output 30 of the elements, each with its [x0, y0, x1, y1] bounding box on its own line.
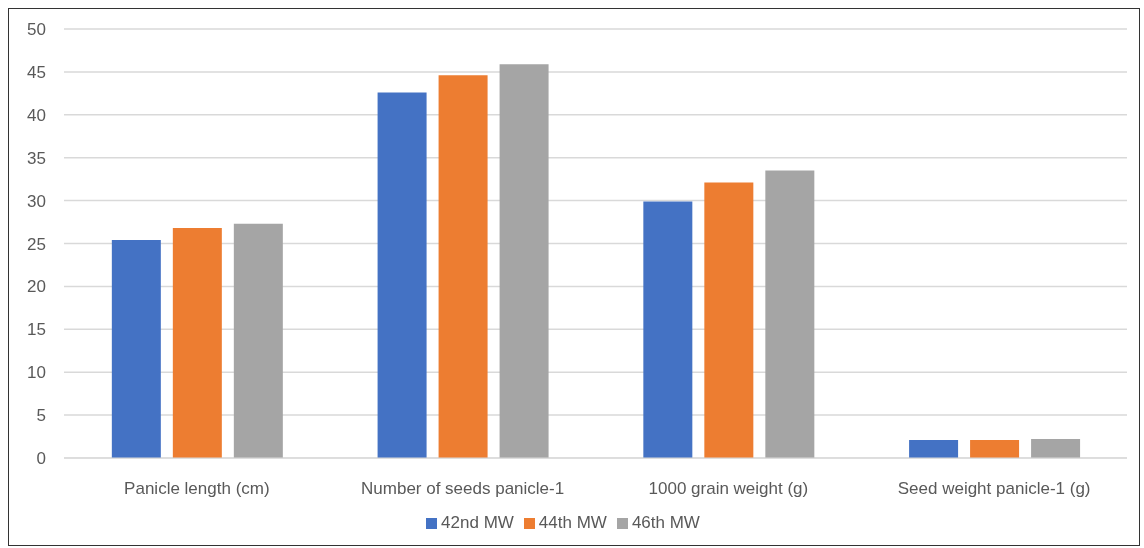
legend-label: 46th MW [631, 513, 700, 532]
x-tick-label: Number of seeds panicle-1 [361, 479, 565, 499]
x-tick-label: 1000 grain weight (g) [648, 479, 809, 499]
y-tick-label: 25 [27, 234, 46, 254]
bar [909, 439, 959, 458]
y-tick-label: 20 [27, 277, 46, 297]
bar [172, 228, 222, 458]
y-tick-label: 30 [27, 191, 46, 211]
bar [499, 64, 549, 458]
bar [438, 75, 488, 458]
y-tick-label: 35 [27, 148, 46, 168]
x-tick-label: Seed weight panicle-1 (g) [897, 479, 1091, 499]
bar [377, 92, 427, 458]
bar [1031, 439, 1081, 458]
y-tick-label: 0 [36, 449, 46, 469]
bar [111, 240, 161, 458]
y-tick-label: 45 [27, 62, 46, 82]
bar [704, 182, 754, 458]
y-tick-label: 5 [36, 406, 46, 426]
legend-label: 42nd MW [441, 513, 514, 532]
bar [233, 223, 283, 458]
legend-label: 44th MW [538, 513, 607, 532]
y-tick-label: 50 [27, 20, 46, 40]
bar [765, 170, 815, 458]
x-tick-label: Panicle length (cm) [124, 479, 270, 499]
bar [970, 439, 1020, 458]
y-tick-label: 10 [27, 363, 46, 383]
bar [643, 201, 693, 458]
y-tick-label: 15 [27, 320, 46, 340]
y-tick-label: 40 [27, 105, 46, 125]
